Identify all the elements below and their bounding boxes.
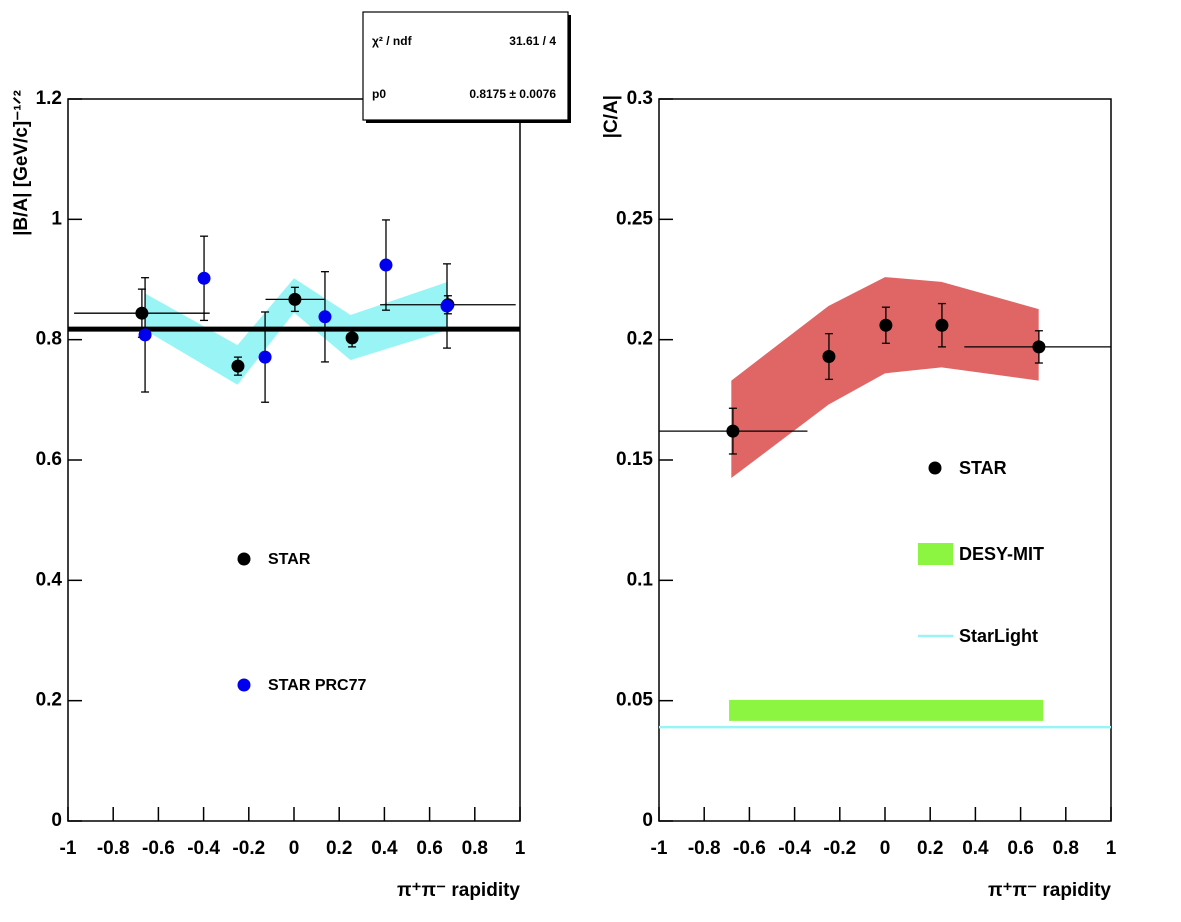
marker xyxy=(138,328,152,342)
y-tick-label: 0.3 xyxy=(627,88,653,109)
stats-frame xyxy=(362,11,569,121)
marker xyxy=(1032,340,1046,354)
x-tick-label: -0.4 xyxy=(187,838,220,859)
stats-value: 0.8175 ± 0.0076 xyxy=(469,87,556,101)
x-tick-label: -1 xyxy=(60,838,77,859)
legend-box xyxy=(918,543,953,565)
legend-label: STAR xyxy=(268,551,311,568)
band xyxy=(731,277,1039,479)
y-tick-label: 0.8 xyxy=(36,329,62,350)
y-tick-label: 0.05 xyxy=(616,690,653,711)
marker xyxy=(935,318,949,332)
marker xyxy=(231,359,245,373)
x-axis-label: π⁺π⁻ rapidity xyxy=(988,880,1111,901)
legend-label: STAR xyxy=(959,458,1007,478)
y-tick-label: 0.25 xyxy=(616,208,653,229)
y-tick-label: 0.2 xyxy=(627,329,653,350)
marker xyxy=(197,271,211,285)
legend-label: StarLight xyxy=(959,626,1038,646)
y-axis-label: |C/A| xyxy=(601,95,622,138)
legend-marker xyxy=(237,678,251,692)
x-tick-label: 0 xyxy=(289,838,300,859)
marker xyxy=(288,292,302,306)
marker xyxy=(879,318,893,332)
y-tick-label: 0.4 xyxy=(36,569,63,590)
x-tick-label: 0.2 xyxy=(917,838,943,859)
box xyxy=(885,699,1044,721)
marker xyxy=(258,350,272,364)
plot-frame xyxy=(67,98,521,822)
x-tick-label: -0.2 xyxy=(823,838,856,859)
y-tick-label: 0.1 xyxy=(627,569,654,590)
x-tick-label: 0.4 xyxy=(371,838,398,859)
marker xyxy=(345,331,359,345)
y-tick-label: 1.2 xyxy=(36,88,62,109)
marker xyxy=(318,310,332,324)
stats-name: p0 xyxy=(372,87,386,101)
x-tick-label: 0.2 xyxy=(326,838,352,859)
marker xyxy=(135,306,149,320)
x-tick-label: 1 xyxy=(515,838,526,859)
x-tick-label: 0.8 xyxy=(1053,838,1079,859)
y-tick-label: 0.2 xyxy=(36,690,62,711)
x-tick-label: -1 xyxy=(651,838,668,859)
stats-value: 31.61 / 4 xyxy=(509,34,556,48)
x-tick-label: -0.2 xyxy=(232,838,265,859)
legend-label: STAR PRC77 xyxy=(268,677,366,694)
y-axis-label: |B/A| [GeV/c]⁻¹ᐟ² xyxy=(11,90,32,236)
x-tick-label: -0.6 xyxy=(733,838,766,859)
y-tick-label: 0 xyxy=(642,810,653,831)
x-tick-label: 1 xyxy=(1106,838,1117,859)
marker xyxy=(440,299,454,313)
legend-marker xyxy=(237,552,251,566)
legend-label: DESY-MIT xyxy=(959,544,1044,564)
x-tick-label: 0 xyxy=(880,838,891,859)
y-tick-label: 0.6 xyxy=(36,449,62,470)
x-tick-label: -0.8 xyxy=(97,838,130,859)
marker xyxy=(379,258,393,272)
x-tick-label: -0.4 xyxy=(778,838,811,859)
x-tick-label: -0.6 xyxy=(142,838,175,859)
marker xyxy=(822,350,836,364)
band xyxy=(144,278,448,385)
marker xyxy=(726,424,740,438)
y-tick-label: 1 xyxy=(51,208,62,229)
y-tick-label: 0.15 xyxy=(616,449,653,470)
y-tick-label: 0 xyxy=(51,810,62,831)
x-tick-label: 0.8 xyxy=(462,838,488,859)
stats-box: χ² / ndf 31.61 / 4 p0 0.8175 ± 0.0076 xyxy=(362,11,571,123)
x-tick-label: 0.6 xyxy=(1007,838,1033,859)
x-tick-label: -0.8 xyxy=(688,838,721,859)
x-tick-label: 0.6 xyxy=(416,838,442,859)
x-axis-label: π⁺π⁻ rapidity xyxy=(397,880,520,901)
x-tick-label: 0.4 xyxy=(962,838,989,859)
stats-name: χ² / ndf xyxy=(372,34,413,48)
legend-marker xyxy=(928,461,942,475)
box xyxy=(729,699,885,721)
